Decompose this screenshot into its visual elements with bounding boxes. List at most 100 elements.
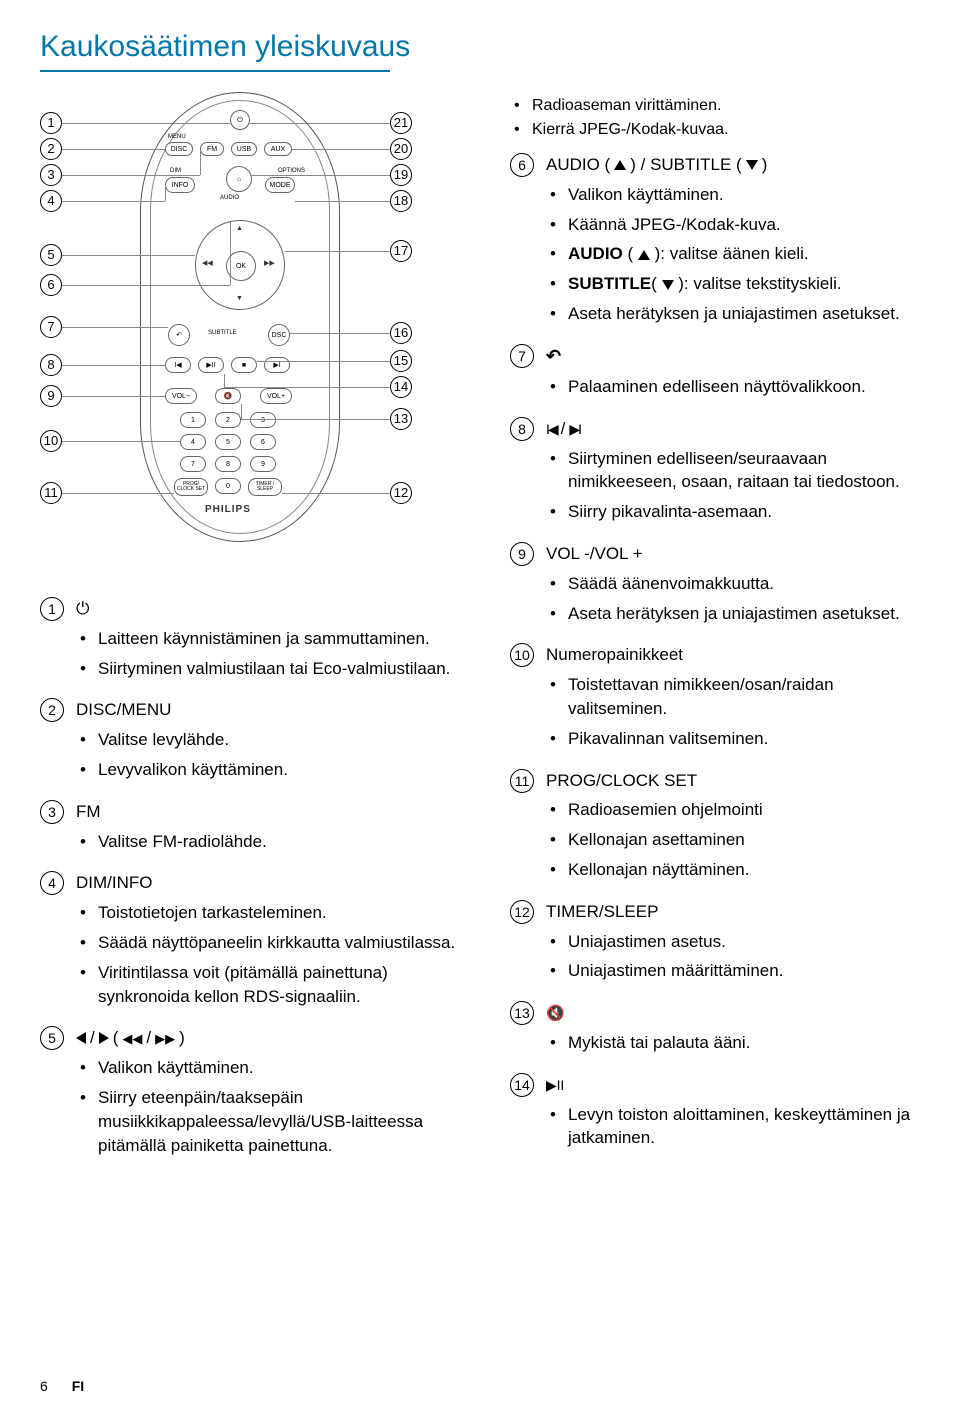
callout-15: 15 — [390, 350, 412, 372]
remote-dpad: OK ▲ ▼ ◀◀ ▶▶ — [195, 220, 285, 310]
callout-7: 7 — [40, 316, 62, 338]
callout-9: 9 — [40, 385, 62, 407]
def-num: 7 — [510, 344, 534, 368]
def-bullets: Laitteen käynnistäminen ja sammuttaminen… — [76, 627, 470, 681]
lead-5 — [62, 255, 195, 256]
def-num: 12 — [510, 900, 534, 924]
remote-num-5: 5 — [215, 434, 241, 450]
lead-14v — [224, 374, 225, 387]
bullet-item: Valikon käyttäminen. — [568, 183, 920, 207]
remote-btn-info: INFO — [165, 177, 195, 193]
callout-20: 20 — [390, 138, 412, 160]
remote-diagram: ⏻ MENU DISC FM USB AUX DIM OPTIONS INFO … — [40, 92, 470, 572]
remote-btn-dsc: DSC — [268, 324, 290, 346]
callout-19: 19 — [390, 164, 412, 186]
remote-btn-aux: AUX — [264, 142, 292, 156]
footer: 6 FI — [40, 1378, 84, 1394]
def-num: 14 — [510, 1073, 534, 1097]
def-heading: Numeropainikkeet — [546, 643, 920, 667]
remote-label-options: OPTIONS — [278, 168, 305, 174]
def-heading: PROG/CLOCK SET — [546, 769, 920, 793]
def-heading: TIMER/SLEEP — [546, 900, 920, 924]
def-item-7: 7 Palaaminen edelliseen näyttövalikkoon. — [510, 344, 920, 405]
def-body: AUDIO ( ) / SUBTITLE ( ) Valikon käyttämi… — [546, 153, 920, 332]
bullet-item: Toistettavan nimikkeen/osan/raidan valit… — [568, 673, 920, 721]
def-num: 11 — [510, 769, 534, 793]
def-item-4: 4DIM/INFOToistotietojen tarkasteleminen.… — [40, 871, 470, 1014]
bullet-item: Siirtyminen edelliseen/seuraavaan nimikk… — [568, 447, 920, 495]
def-body: Palaaminen edelliseen näyttövalikkoon. — [546, 344, 920, 405]
callout-16: 16 — [390, 322, 412, 344]
lead-18 — [295, 201, 390, 202]
lead-6 — [62, 285, 230, 286]
def-body: FMValitse FM-radiolähde. — [76, 800, 470, 860]
callout-13: 13 — [390, 408, 412, 430]
def-body: TIMER/SLEEP Uniajastimen asetus. Uniajasti… — [546, 900, 920, 989]
def-body: DIM/INFOToistotietojen tarkasteleminen.S… — [76, 871, 470, 1014]
bullet-item: Aseta herätyksen ja uniajastimen asetuks… — [568, 302, 920, 326]
lead-7 — [62, 327, 168, 328]
def-num: 6 — [510, 153, 534, 177]
bullet-item: Käännä JPEG-/Kodak-kuva. — [568, 213, 920, 237]
bullet-item: Kellonajan asettaminen — [568, 828, 920, 852]
bullet-item: Aseta herätyksen ja uniajastimen asetuks… — [568, 602, 920, 626]
bullet-item: Uniajastimen asetus. — [568, 930, 920, 954]
remote-btn-home: ⌂ — [226, 166, 252, 192]
def-body: / Siirtyminen edelliseen/seuraavaan nimi… — [546, 417, 920, 530]
def-body: VOL -/VOL +Säädä äänenvoimakkuutta.Aseta… — [546, 542, 920, 631]
remote-num-1: 1 — [180, 412, 206, 428]
lead-3v — [200, 150, 201, 175]
def-item-2: 2DISC/MENUValitse levylähde.Levyvalikon … — [40, 698, 470, 787]
def-body: Numeropainikkeet Toistettavan nimikkeen/o… — [546, 643, 920, 756]
def-bullets: Toistettavan nimikkeen/osan/raidan valit… — [546, 673, 920, 750]
bullet-item: Toistotietojen tarkasteleminen. — [98, 901, 470, 925]
lead-9 — [62, 396, 165, 397]
remote-btn-stop: ■ — [231, 357, 257, 373]
def-bullets: Palaaminen edelliseen näyttövalikkoon. — [546, 375, 920, 399]
remote-num-2: 2 — [215, 412, 241, 428]
left-column: ⏻ MENU DISC FM USB AUX DIM OPTIONS INFO … — [40, 92, 470, 1175]
def-bullets: Levyn toiston aloittaminen, keskeyttämin… — [546, 1103, 920, 1151]
remote-btn-usb: USB — [231, 142, 257, 156]
remote-btn-disc: DISC — [165, 142, 193, 156]
def-item-5: 5 / ( / )Valikon käyttäminen.Siirry etee… — [40, 1026, 470, 1163]
lead-13 — [241, 419, 390, 420]
def-item-3: 3FMValitse FM-radiolähde. — [40, 800, 470, 860]
def-bullets: Siirtyminen edelliseen/seuraavaan nimikk… — [546, 447, 920, 524]
bullet-item: Valitse levylähde. — [98, 728, 470, 752]
def-heading: DIM/INFO — [76, 871, 470, 895]
bullet-item: Mykistä tai palauta ääni. — [568, 1031, 920, 1055]
remote-num-8: 8 — [215, 456, 241, 472]
callout-11: 11 — [40, 482, 62, 504]
def-heading — [546, 344, 920, 369]
def-bullets: Radioasemien ohjelmointiKellonajan asett… — [546, 798, 920, 881]
callout-3: 3 — [40, 164, 62, 186]
def-num: 2 — [40, 698, 64, 722]
callout-18: 18 — [390, 190, 412, 212]
def-num: 13 — [510, 1001, 534, 1025]
right-definitions: 6 AUDIO ( ) / SUBTITLE ( ) Valikon käyttäm… — [510, 153, 920, 1156]
callout-14: 14 — [390, 376, 412, 398]
lead-11 — [62, 493, 174, 494]
callout-4: 4 — [40, 190, 62, 212]
bullet-item: Kellonajan näyttäminen. — [568, 858, 920, 882]
lead-15 — [257, 361, 390, 362]
def-body: Laitteen käynnistäminen ja sammuttaminen… — [76, 597, 470, 686]
callout-2: 2 — [40, 138, 62, 160]
def-heading — [76, 597, 470, 621]
lead-2 — [62, 149, 165, 150]
lead-3 — [62, 175, 200, 176]
bullet-item: Viritintilassa voit (pitämällä painettun… — [98, 961, 470, 1009]
remote-label-menu: MENU — [168, 134, 186, 140]
def-heading: DISC/MENU — [76, 698, 470, 722]
bullet-item: Siirry pikavalinta-asemaan. — [568, 500, 920, 524]
bullet-item: Valitse FM-radiolähde. — [98, 830, 470, 854]
bullet-item: Uniajastimen määrittäminen. — [568, 959, 920, 983]
def-num: 9 — [510, 542, 534, 566]
bullet-item: AUDIO ( ): valitse äänen kieli. — [568, 242, 920, 266]
def-body: / ( / )Valikon käyttäminen.Siirry eteenp… — [76, 1026, 470, 1163]
def-heading: AUDIO ( ) / SUBTITLE ( ) — [546, 153, 920, 177]
page-title: Kaukosäätimen yleiskuvaus — [40, 30, 920, 64]
lead-4 — [62, 201, 165, 202]
def-body: PROG/CLOCK SET Radioasemien ohjelmointiKe… — [546, 769, 920, 888]
